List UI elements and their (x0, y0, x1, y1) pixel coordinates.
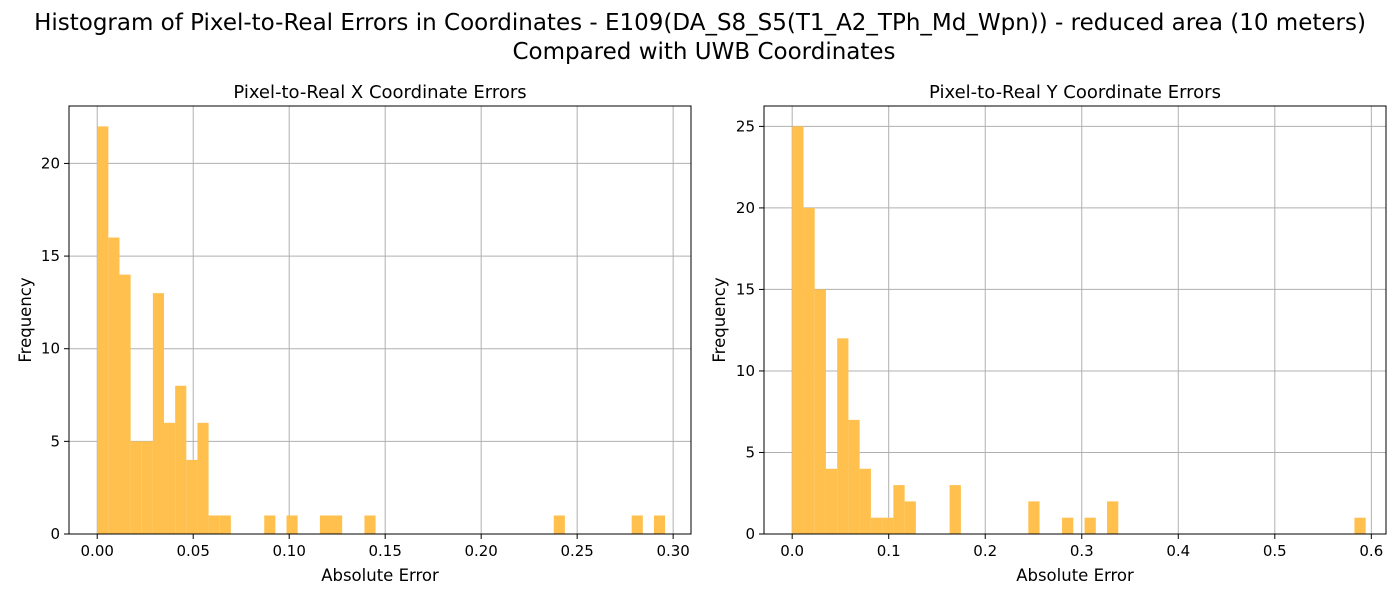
histogram-y-bar (904, 501, 916, 534)
histogram-y-bar (870, 517, 883, 534)
histogram-y-bar (837, 338, 849, 534)
histogram-x-bar (319, 515, 332, 534)
histogram-x-bar (130, 441, 142, 534)
histogram-y-title: Pixel-to-Real Y Coordinate Errors (929, 82, 1221, 103)
histogram-y-xtick-label: 0.6 (1359, 542, 1383, 560)
histogram-x-grid (69, 106, 691, 535)
histogram-y-bar (1062, 517, 1074, 534)
histogram-y-ytick-label: 5 (745, 443, 755, 461)
figure-title-line-2: Compared with UWB Coordinates (512, 39, 895, 65)
histogram-y-bar (1107, 501, 1119, 534)
histogram-y-bar (792, 126, 804, 534)
histogram-x-errors: 0.00 0.05 0.10 0.15 0.20 0.25 0.30 0 5 10 15 20 Pix… (16, 82, 692, 585)
histogram-x-bars (97, 126, 666, 534)
histogram-x-bar (553, 515, 565, 534)
histogram-y-ytick-label: 25 (736, 117, 755, 135)
histogram-x-ytick-label: 15 (41, 247, 60, 265)
histogram-y-errors: 0.0 0.1 0.2 0.3 0.4 0.5 0.6 0 5 10 15 20 25 Pixel-to… (710, 82, 1387, 585)
histogram-y-bar (814, 289, 826, 534)
histogram-x-bar (119, 274, 131, 534)
histogram-x-xtick-label: 0.10 (272, 542, 305, 560)
histogram-y-bar (882, 517, 894, 534)
histogram-y-xtick-label: 0.4 (1166, 542, 1190, 560)
histogram-y-bar (859, 468, 871, 534)
histogram-y-frame (763, 105, 1387, 535)
histogram-x-bar (108, 237, 120, 534)
histogram-y-ylabel: Frequency (710, 277, 729, 362)
histogram-y-bar (1084, 517, 1096, 534)
histogram-x-bar (152, 293, 165, 534)
figure-title-line-1: Histogram of Pixel-to-Real Errors in Coo… (34, 10, 1366, 36)
histogram-y-ytick-label: 0 (745, 525, 755, 543)
histogram-x-bar (97, 126, 109, 534)
histogram-x-xtick-label: 0.15 (368, 542, 401, 560)
histogram-y-xlabel: Absolute Error (1016, 566, 1134, 585)
histogram-x-xtick-label: 0.05 (177, 542, 210, 560)
histogram-x-xtick-label: 0.30 (656, 542, 689, 560)
histogram-y-ytick-label: 10 (736, 362, 755, 380)
histogram-y-xtick-label: 0.1 (877, 542, 901, 560)
histogram-x-bar (631, 515, 643, 534)
histogram-x-frame (68, 105, 692, 535)
histogram-y-bar (803, 207, 815, 534)
histogram-x-bar (197, 422, 209, 534)
histogram-x-ytick-label: 0 (50, 525, 60, 543)
histogram-y-xtick-label: 0.3 (1070, 542, 1094, 560)
histogram-x-bar (286, 515, 298, 534)
histogram-x-ticks: 0.00 0.05 0.10 0.15 0.20 0.25 0.30 0 5 10 15 20 (41, 154, 690, 560)
histogram-y-ytick-label: 20 (736, 199, 755, 217)
histogram-x-xtick-label: 0.25 (560, 542, 593, 560)
histogram-x-title: Pixel-to-Real X Coordinate Errors (233, 82, 526, 103)
histogram-x-bar (141, 441, 153, 534)
histogram-x-xtick-label: 0.20 (464, 542, 497, 560)
histogram-y-xtick-label: 0.2 (973, 542, 997, 560)
histogram-x-bar (264, 515, 276, 534)
histogram-x-bar (208, 515, 220, 534)
histogram-x-bar (219, 515, 231, 534)
histogram-y-bar (848, 419, 860, 534)
histogram-y-ticks: 0.0 0.1 0.2 0.3 0.4 0.5 0.6 0 5 10 15 20 25 (736, 117, 1383, 560)
histogram-y-bars (792, 126, 1366, 534)
histogram-x-xtick-label: 0.00 (81, 542, 114, 560)
histogram-x-ylabel: Frequency (16, 277, 35, 362)
histogram-y-ytick-label: 15 (736, 280, 755, 298)
histogram-x-bar (175, 385, 187, 534)
histogram-y-bar (1028, 501, 1040, 534)
histogram-y-xtick-label: 0.0 (780, 542, 804, 560)
histogram-x-ytick-label: 5 (50, 432, 60, 450)
histogram-x-ytick-label: 20 (41, 154, 60, 172)
histogram-y-bar (825, 468, 838, 534)
histogram-x-bar (364, 515, 376, 534)
histogram-y-bar (949, 485, 961, 534)
histogram-y-bar (1354, 517, 1366, 534)
histogram-x-bar (186, 459, 198, 534)
histogram-x-ytick-label: 10 (41, 340, 60, 358)
histogram-x-xlabel: Absolute Error (321, 566, 439, 585)
histogram-y-xtick-label: 0.5 (1263, 542, 1287, 560)
histogram-x-bar (653, 515, 666, 534)
histogram-y-bar (893, 485, 905, 534)
histogram-x-bar (331, 515, 343, 534)
histogram-x-bar (164, 422, 176, 534)
